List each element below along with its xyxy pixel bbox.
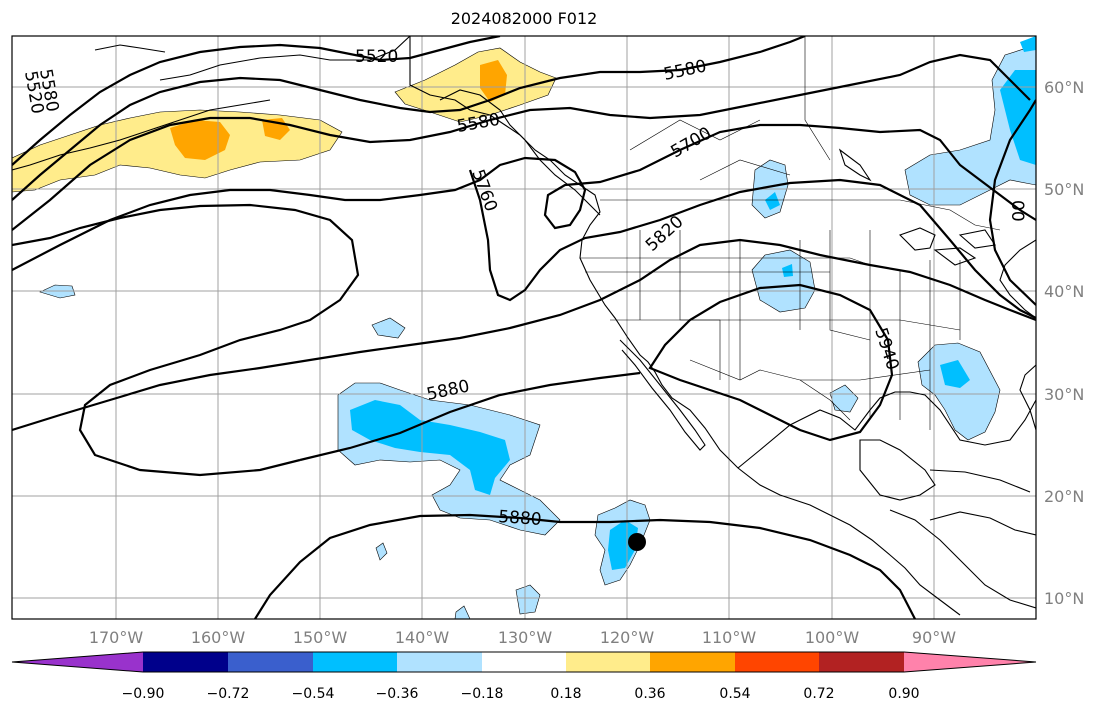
lat-label: 10°N — [1044, 589, 1084, 608]
lat-label: 40°N — [1044, 282, 1084, 301]
chart-title: 2024082000 F012 — [450, 9, 598, 28]
lon-label: 100°W — [805, 628, 860, 647]
colorbar-tick-label: −0.72 — [207, 686, 250, 702]
colorbar-tick-label: −0.90 — [122, 686, 165, 702]
lon-label: 160°W — [191, 628, 246, 647]
lon-label: 130°W — [498, 628, 553, 647]
colorbar-segment — [904, 652, 1036, 672]
colorbar-segment — [143, 652, 228, 672]
colorbar-tick-label: 0.72 — [803, 686, 834, 702]
coastlines — [12, 36, 1036, 616]
colorbar-tick-label: 0.18 — [550, 686, 581, 702]
positive-anomaly-core-alaska — [480, 60, 507, 102]
colorbar-tick-label: 0.54 — [719, 686, 750, 702]
lat-label: 20°N — [1044, 487, 1084, 506]
lon-label: 140°W — [395, 628, 450, 647]
lat-label: 60°N — [1044, 78, 1084, 97]
negative-anomaly-core-pacific — [350, 400, 510, 495]
colorbar — [11, 651, 1037, 673]
colorbar-tick-labels: −0.90 −0.72 −0.54 −0.36 −0.18 0.18 0.36 … — [122, 686, 920, 702]
lon-label: 170°W — [89, 628, 144, 647]
latitude-labels: 10°N 20°N 30°N 40°N 50°N 60°N — [1044, 78, 1084, 608]
colorbar-tick-label: −0.54 — [292, 686, 335, 702]
map-border — [11, 35, 1037, 620]
lat-label: 50°N — [1044, 180, 1084, 199]
lon-label: 110°W — [702, 628, 757, 647]
colorbar-segment — [397, 652, 482, 672]
contour-label-east: 00 — [1007, 200, 1027, 222]
geopotential-contours — [12, 36, 1036, 619]
contour-label-5520-a: 5520 — [355, 47, 398, 67]
colorbar-segment — [650, 652, 735, 672]
colorbar-segment — [313, 652, 397, 672]
lon-label: 90°W — [912, 628, 956, 647]
colorbar-segment — [735, 652, 819, 672]
negative-anomaly-core-storm — [608, 520, 638, 570]
colorbar-segment — [482, 652, 566, 672]
lon-label: 150°W — [293, 628, 348, 647]
colorbar-segment — [228, 652, 313, 672]
colorbar-segment — [819, 652, 904, 672]
colorbar-segment — [12, 652, 143, 672]
lon-label: 120°W — [600, 628, 655, 647]
longitude-labels: 170°W 160°W 150°W 140°W 130°W 120°W 110°… — [89, 628, 956, 647]
colorbar-tick-label: −0.36 — [376, 686, 419, 702]
colorbar-outline — [11, 651, 1037, 673]
storm-center-marker — [628, 533, 646, 551]
colorbar-tick-label: 0.36 — [634, 686, 665, 702]
colorbar-segment — [566, 652, 650, 672]
lat-label: 30°N — [1044, 385, 1084, 404]
positive-anomaly-core-aleutians — [170, 120, 230, 160]
contour-labels: 5520 5580 5520 5580 5580 5700 5760 5820 … — [20, 47, 1027, 530]
contour-label-5880-b: 5880 — [498, 507, 543, 530]
colorbar-tick-label: −0.18 — [461, 686, 504, 702]
borders — [580, 36, 1001, 430]
colorbar-tick-label: 0.90 — [888, 686, 919, 702]
